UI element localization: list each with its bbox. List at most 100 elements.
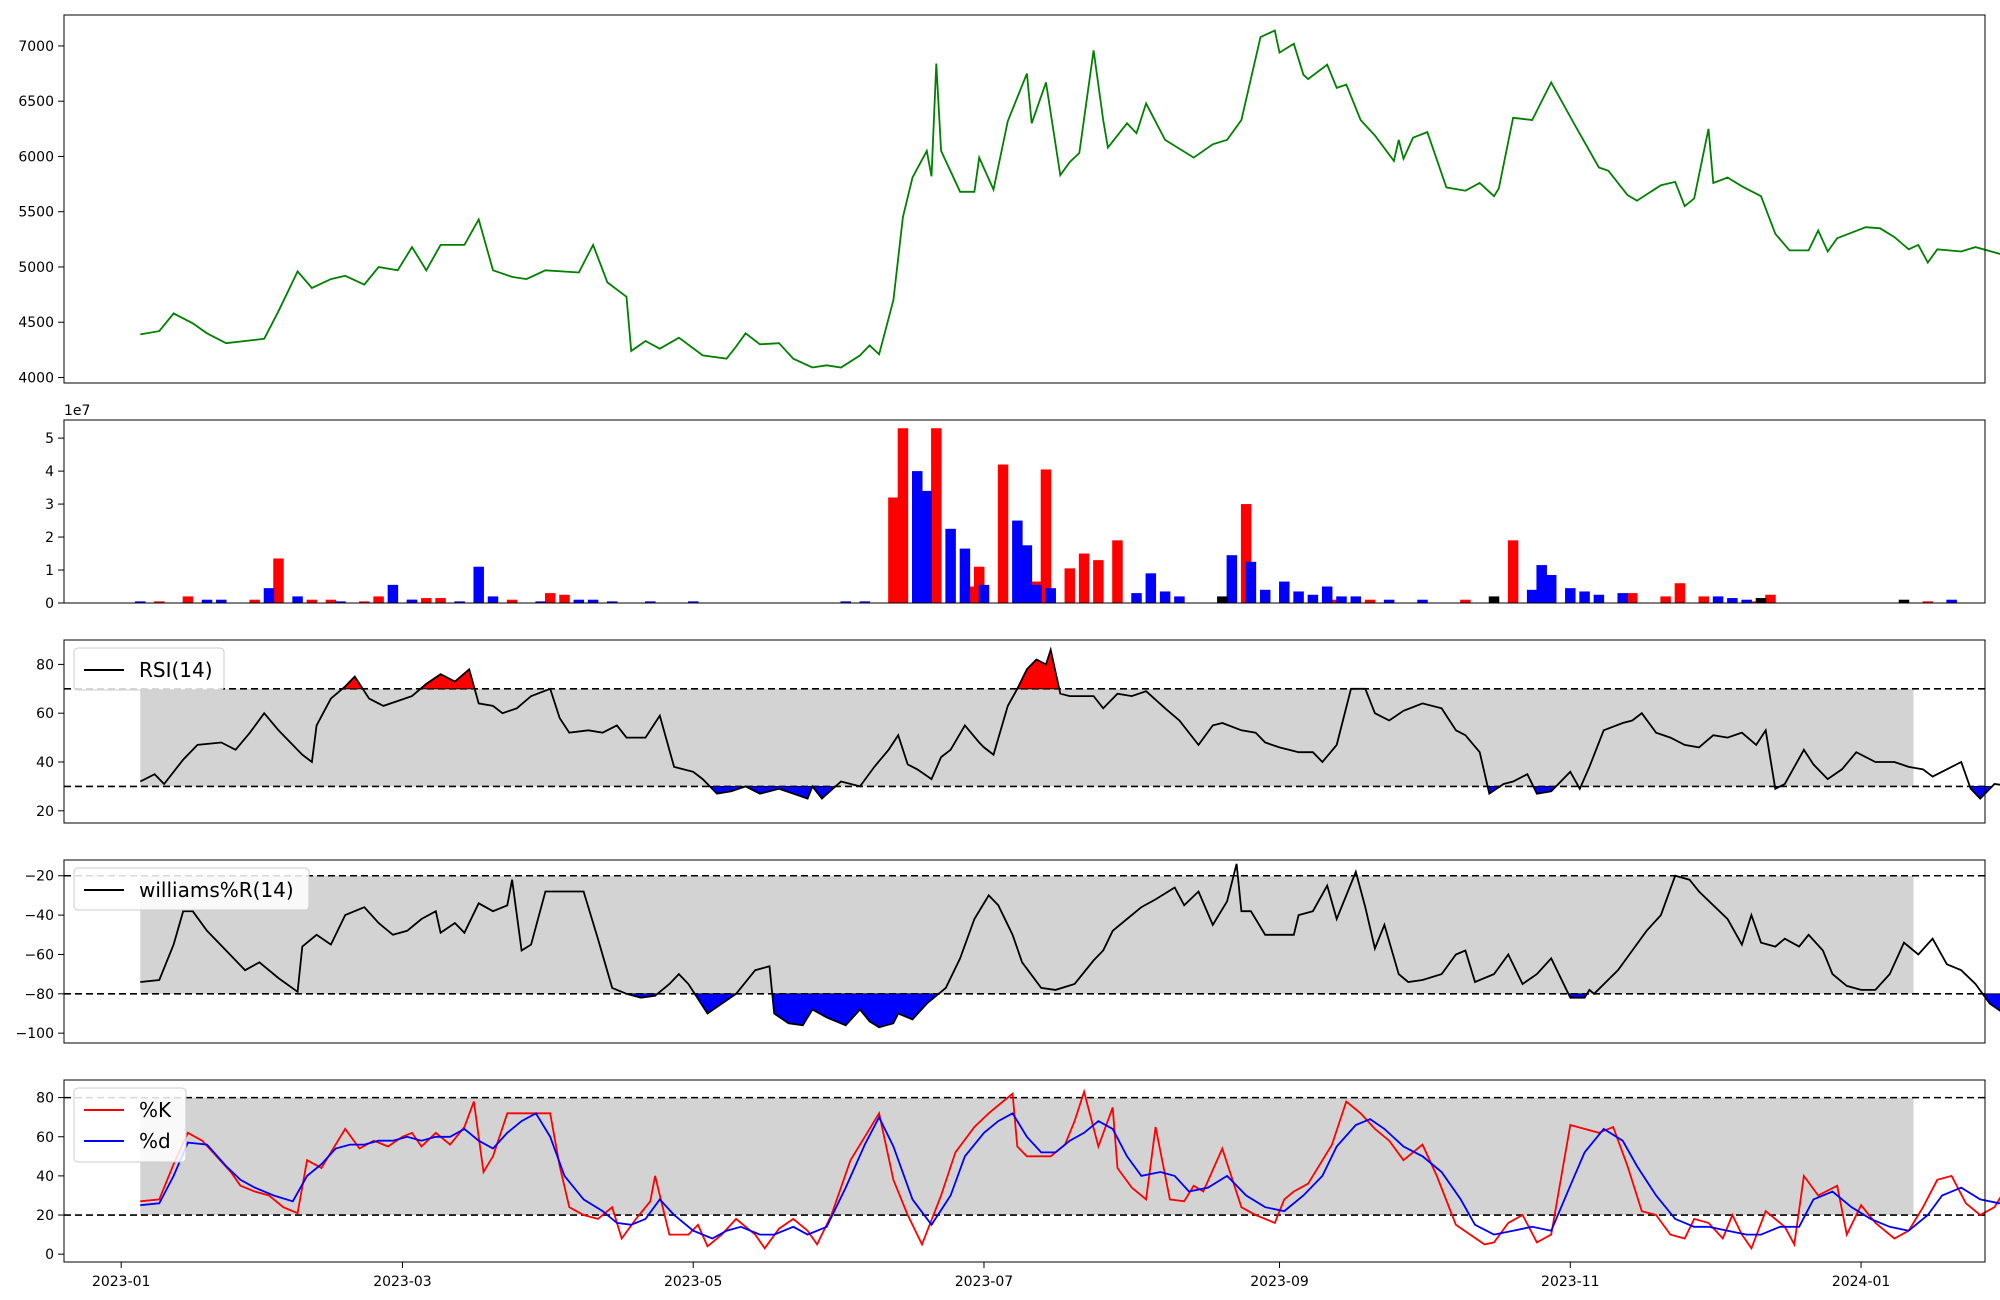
rsi-legend-label: RSI(14) (139, 658, 213, 682)
volume-bar (1259, 589, 1271, 603)
williams-ytick-label: −40 (24, 908, 54, 924)
volume-bar (406, 599, 418, 603)
rsi-line-rsi14 (139, 646, 2000, 800)
volume-bar (216, 599, 227, 603)
volume-bar (201, 599, 213, 603)
volume-bar (1217, 596, 1228, 603)
volume-bar (1159, 591, 1171, 603)
volume-bar (945, 528, 956, 603)
williams-band (140, 875, 1914, 994)
williams-legend-label: williams%R(14) (139, 878, 294, 902)
volume-bar (921, 490, 933, 603)
volume-bar (292, 596, 303, 603)
volume-bar (1350, 596, 1362, 603)
volume-ytick-label: 5 (45, 431, 54, 447)
price-ytick-label: 7000 (18, 39, 54, 55)
volume-bar (859, 601, 871, 603)
price-ytick-label: 6000 (18, 149, 54, 165)
volume-bar (1593, 594, 1605, 603)
volume-bar (1364, 599, 1376, 603)
rsi-overbought-area (1016, 648, 1060, 690)
rsi-frame (63, 639, 1986, 824)
price-panel: 4000 4500 5000 5500 6000 6500 7000 (18, 14, 2000, 386)
xtick-label: 2023-01 (92, 1274, 151, 1290)
rsi-ytick-label: 40 (36, 755, 54, 771)
volume-bar (1064, 568, 1076, 603)
volume-bar (454, 601, 465, 603)
xtick-label: 2023-03 (373, 1274, 432, 1290)
volume-bar (263, 588, 275, 603)
volume-bar (1660, 596, 1671, 603)
volume-bar (1898, 599, 1910, 603)
volume-bar (606, 601, 618, 603)
volume-bar (687, 601, 699, 603)
volume-bar (1712, 596, 1724, 603)
volume-bar (1674, 583, 1686, 603)
volume-bar (544, 593, 556, 603)
price-ytick-label: 4500 (18, 315, 54, 331)
price-ytick-label: 6500 (18, 94, 54, 110)
volume-bar (1765, 594, 1776, 603)
volume-bar (135, 601, 146, 603)
volume-bar (1045, 588, 1056, 603)
volume-bar (1727, 598, 1738, 603)
volume-bar (1093, 560, 1104, 603)
volume-bar (587, 599, 599, 603)
volume-bar (1417, 599, 1428, 603)
stoch-legend-label: %K (139, 1098, 172, 1122)
volume-bar (1078, 553, 1090, 603)
volume-bar (959, 548, 971, 603)
volume-bar (1131, 593, 1142, 603)
volume-bar (840, 601, 851, 603)
volume-bar (273, 558, 284, 603)
volume-bar (1383, 599, 1395, 603)
volume-bar (997, 464, 1009, 603)
volume-bar (373, 596, 384, 603)
volume-bar (1741, 599, 1752, 603)
stoch-ytick-label: 20 (36, 1208, 54, 1224)
volume-bar (1507, 540, 1519, 603)
volume-ytick-label: 3 (45, 497, 54, 513)
volume-bar (1922, 601, 1934, 603)
volume-frame (63, 419, 1986, 604)
volume-bar (1579, 591, 1590, 603)
stoch-frame (63, 1079, 1986, 1263)
volume-ytick-label: 2 (45, 530, 54, 546)
williams-ytick-label: −20 (24, 869, 54, 885)
williams-legend-box (73, 867, 310, 911)
price-frame (63, 14, 1986, 384)
volume-bar (1545, 574, 1557, 603)
williams-ytick-label: −100 (16, 1026, 54, 1042)
stoch-legend-label: %d (139, 1129, 171, 1153)
volume-bar (182, 596, 194, 603)
volume-bar (1040, 469, 1052, 603)
stoch-line-k (140, 1088, 2000, 1251)
volume-bar (1031, 584, 1042, 603)
volume-bar (1536, 565, 1547, 603)
williams-panel: −20 −40 −60 −80 −100 williams%R(14) (16, 859, 2000, 1044)
volume-bar (435, 598, 446, 603)
stoch-ytick-label: 60 (36, 1130, 54, 1146)
williams-frame (63, 859, 1986, 1044)
volume-bar (1321, 586, 1333, 603)
volume-bar (1021, 545, 1033, 603)
price-ytick-label: 5500 (18, 205, 54, 221)
price-line (140, 29, 2000, 369)
volume-bar (359, 601, 370, 603)
volume-bar (535, 601, 546, 603)
volume-bar (1488, 596, 1500, 603)
williams-oversold-area (771, 993, 940, 1028)
volume-bar (506, 599, 518, 603)
volume-bar (888, 497, 899, 603)
volume-bar (1112, 540, 1123, 603)
volume-bar (1755, 598, 1767, 603)
volume-ytick-label: 0 (45, 596, 54, 612)
volume-bar (421, 598, 432, 603)
stoch-ytick-label: 80 (36, 1091, 54, 1107)
volume-bar (1174, 596, 1185, 603)
volume-bar (559, 594, 570, 603)
volume-bar (1293, 591, 1304, 603)
williams-line-williamsr14 (140, 863, 2000, 1029)
volume-bar (1946, 599, 1957, 603)
